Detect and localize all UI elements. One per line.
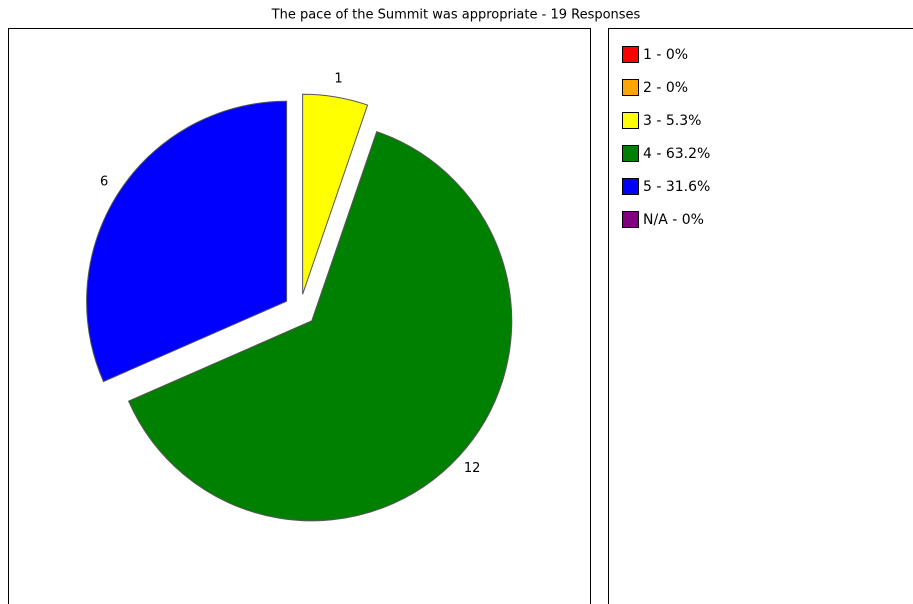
legend-label: 5 - 31.6%	[643, 179, 710, 195]
legend-label: 2 - 0%	[643, 80, 688, 96]
data-label: 6	[100, 175, 108, 190]
legend-swatch	[622, 79, 639, 96]
legend-swatch	[622, 178, 639, 195]
legend-swatch	[622, 112, 639, 129]
pie-slice	[302, 93, 369, 295]
legend-label: 1 - 0%	[643, 47, 688, 63]
legend-label: 3 - 5.3%	[643, 113, 701, 129]
legend-label: N/A - 0%	[643, 212, 704, 228]
legend: 1 - 0% 2 - 0% 3 - 5.3% 4 - 63.2% 5 - 31.6% N/…	[622, 46, 710, 228]
legend-swatch	[622, 46, 639, 63]
data-label: 12	[464, 461, 481, 476]
legend-frame	[608, 28, 913, 604]
plot-frame	[8, 28, 591, 604]
legend-swatch	[622, 211, 639, 228]
legend-label: 4 - 63.2%	[643, 146, 710, 162]
pie-slice	[86, 100, 288, 383]
pie-slice	[127, 131, 513, 522]
data-label: 1	[334, 72, 342, 87]
chart-title: The pace of the Summit was appropriate -…	[271, 8, 641, 23]
legend-swatch	[622, 145, 639, 162]
